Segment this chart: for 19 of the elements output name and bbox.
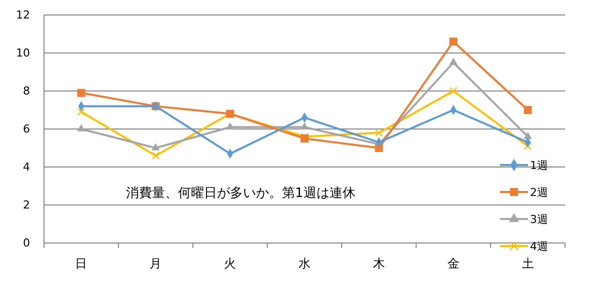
y-tick-label: 0 <box>23 236 30 250</box>
x-tick-label: 火 <box>224 256 236 271</box>
y-tick-label: 2 <box>23 198 30 212</box>
x-tick-label: 日 <box>75 256 88 271</box>
annotation: 消費量、何曜日が多いか。第1週は連休 <box>126 186 356 201</box>
legend-label: 1週 <box>530 159 548 172</box>
x-tick-label: 木 <box>372 256 385 271</box>
y-tick-label: 12 <box>16 8 30 22</box>
x-tick-label: 金 <box>447 256 460 271</box>
x-tick-label: 月 <box>150 256 162 271</box>
legend-label: 4週 <box>530 240 548 253</box>
x-tick-label: 土 <box>522 256 534 271</box>
y-tick-label: 4 <box>23 160 30 174</box>
y-tick-label: 10 <box>16 46 30 60</box>
y-tick-label: 6 <box>23 122 30 136</box>
x-tick-label: 水 <box>298 256 310 271</box>
y-tick-label: 8 <box>23 84 30 98</box>
legend-label: 3週 <box>530 213 548 226</box>
legend-label: 2週 <box>530 186 548 199</box>
